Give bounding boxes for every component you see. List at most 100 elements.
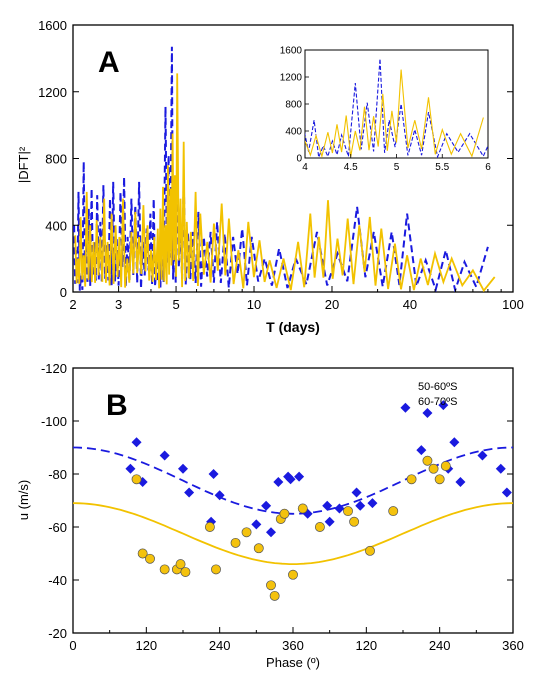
panel-b-y-tick-label: -120 <box>41 361 67 376</box>
panel-b-x-tick-label: 120 <box>355 638 377 653</box>
panel-a-y-axis-label: |DFT|² <box>16 146 31 183</box>
panel-b-x-tick-label: 360 <box>502 638 524 653</box>
point-60-70s <box>137 548 148 559</box>
point-60-70s <box>211 564 221 575</box>
inset-x-tick-label: 6 <box>485 162 491 173</box>
panel-a-x-tick-label: 40 <box>403 297 417 312</box>
legend-entry-50-60s: 50-60ºS <box>418 381 458 393</box>
point-50-60s <box>438 400 449 411</box>
inset-x-tick-label: 5 <box>394 162 400 173</box>
panel-b-x-tick-label: 360 <box>282 638 304 653</box>
point-60-70s <box>343 506 353 517</box>
point-50-60s <box>501 487 512 498</box>
inset-y-tick-label: 1200 <box>280 73 303 84</box>
panel-b-letter: B <box>106 389 128 422</box>
point-60-70s <box>269 590 280 601</box>
point-50-60s <box>159 450 170 461</box>
point-50-60s <box>131 437 142 448</box>
point-50-60s <box>285 474 296 485</box>
point-60-70s <box>145 553 155 564</box>
point-50-60s <box>125 463 136 474</box>
panel-b-x-axis-label: Phase (º) <box>266 655 320 670</box>
point-60-70s <box>428 463 439 474</box>
inset-y-tick-label: 1600 <box>280 46 303 57</box>
panel-b-y-tick-label: -80 <box>48 467 67 482</box>
panel-b-x-tick-label: 0 <box>69 638 76 653</box>
panel-b-y-tick-label: -100 <box>41 414 67 429</box>
panel-b-x-tick-label: 120 <box>135 638 157 653</box>
point-50-60s <box>416 445 427 456</box>
point-50-60s <box>184 487 195 498</box>
panel-a-x-tick-label: 2 <box>69 297 76 312</box>
inset-series-yellow-line <box>305 69 484 158</box>
point-60-70s <box>434 474 445 485</box>
panel-a-x-tick-label: 10 <box>247 297 261 312</box>
point-50-60s <box>495 463 506 474</box>
panel-b-fit-curves <box>72 446 514 565</box>
point-50-60s <box>251 519 262 530</box>
panel-b-y-tick-label: -40 <box>48 573 67 588</box>
panel-a-series-yellow-line <box>74 73 496 292</box>
point-50-60s <box>477 450 488 461</box>
panel-a-inset: 4 4.5 5 5.5 6 0 400 800 1200 1600 <box>280 46 491 174</box>
point-50-60s <box>214 490 225 501</box>
panel-b-x-tick-label: 240 <box>429 638 451 653</box>
point-50-60s <box>294 471 305 482</box>
point-50-60s <box>351 487 362 498</box>
inset-y-tick-label: 400 <box>285 127 302 138</box>
panel-a-x-tick-label: 5 <box>172 297 179 312</box>
inset-series-group <box>305 58 488 158</box>
point-50-60s <box>455 476 466 487</box>
point-60-70s <box>180 567 191 578</box>
point-50-60s <box>266 527 276 538</box>
point-60-70s <box>230 537 241 548</box>
inset-y-tick-label: 0 <box>296 154 302 165</box>
point-60-70s <box>175 559 186 570</box>
panel-a-y-tick-label: 1600 <box>38 18 67 33</box>
point-50-60s <box>208 469 219 479</box>
point-50-60s <box>422 408 433 419</box>
panel-b-points <box>125 400 512 601</box>
inset-x-tick-label: 4 <box>302 162 308 173</box>
point-60-70s <box>253 543 264 554</box>
point-60-70s <box>241 527 252 538</box>
point-50-60s <box>367 498 378 509</box>
point-60-70s <box>131 474 142 485</box>
point-50-60s <box>322 500 333 511</box>
legend-entry-60-70s: 60-70ºS <box>418 396 458 408</box>
panel-b-y-tick-label: -20 <box>48 626 67 641</box>
point-60-70s <box>266 580 276 591</box>
inset-series-blue-line <box>305 58 488 158</box>
point-50-60s <box>355 500 366 511</box>
point-60-70s <box>279 508 290 519</box>
fit-curve-50-60s <box>73 446 513 515</box>
panel-b-x-tick-label: 240 <box>209 638 231 653</box>
point-60-70s <box>422 455 433 466</box>
panel-a-letter: A <box>98 46 120 79</box>
inset-x-tick-label: 4.5 <box>344 162 358 173</box>
point-60-70s <box>388 506 399 517</box>
point-50-60s <box>324 516 335 527</box>
point-60-70s <box>314 522 325 532</box>
panel-b-y-tick-label: -60 <box>48 520 67 535</box>
point-50-60s <box>273 476 284 487</box>
panel-a-x-tick-label: 3 <box>115 297 122 312</box>
point-50-60s <box>261 500 272 511</box>
point-60-70s <box>159 564 170 575</box>
fit-curve-60-70s <box>72 502 514 565</box>
inset-x-tick-label: 5.5 <box>435 162 449 173</box>
panel-a-y-tick-label: 0 <box>60 285 67 300</box>
panel-a-y-tick-label: 1200 <box>38 85 67 100</box>
panel-a-y-tick-label: 800 <box>45 152 67 167</box>
point-60-70s <box>288 569 298 580</box>
panel-a-series-group <box>73 46 496 292</box>
panel-a-x-tick-label: 20 <box>325 297 339 312</box>
panel-a-x-axis-label: T (days) <box>266 319 320 335</box>
panel-b-ticks: 0 120 240 360 120 240 360 -20 -40 -60 -80 -100 -120 <box>41 361 524 653</box>
point-60-70s <box>365 545 375 556</box>
point-60-70s <box>297 503 308 514</box>
point-50-60s <box>400 402 411 413</box>
